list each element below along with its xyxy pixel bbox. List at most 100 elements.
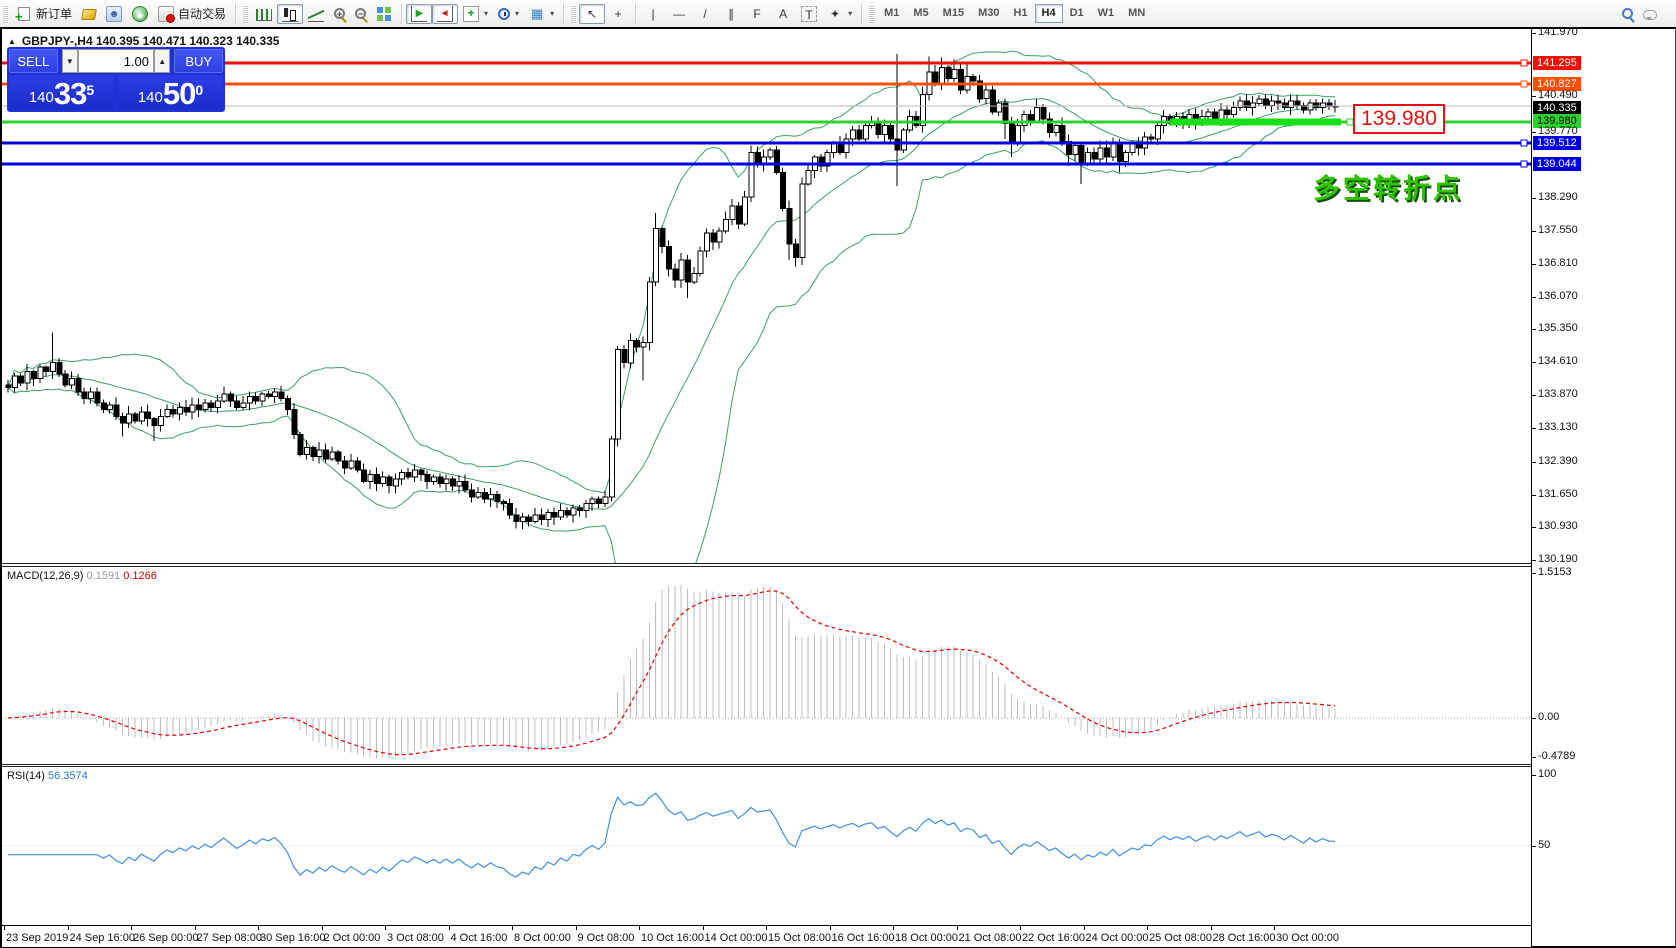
candlestick-chart-button[interactable] bbox=[277, 3, 304, 24]
timeframe-m15[interactable]: M15 bbox=[942, 7, 965, 19]
axis-tick-mark bbox=[1532, 297, 1536, 298]
vertical-line-icon: | bbox=[651, 6, 655, 21]
volume-decrease-button[interactable]: ▼ bbox=[61, 49, 78, 73]
channel-tool-button[interactable]: ∥ bbox=[718, 4, 744, 24]
tile-windows-button[interactable] bbox=[371, 4, 397, 24]
axis-price-badge: 140.335 bbox=[1533, 101, 1581, 115]
axis-price-tick: 130.930 bbox=[1538, 520, 1578, 532]
volume-increase-button[interactable]: ▲ bbox=[154, 49, 171, 73]
time-tick-mark bbox=[702, 926, 704, 930]
tile-windows-icon bbox=[376, 6, 392, 22]
macd-signal-line bbox=[7, 590, 1336, 756]
timeframe-m5[interactable]: M5 bbox=[913, 7, 929, 19]
chat-button[interactable] bbox=[1638, 4, 1662, 24]
axis-tick-mark bbox=[1532, 462, 1536, 463]
text-tool-button[interactable]: A bbox=[770, 4, 796, 24]
cn-annotation-text[interactable]: 多空转折点 bbox=[1313, 174, 1463, 204]
time-axis-label: 23 Sep 2019 bbox=[6, 932, 69, 944]
sell-price-display[interactable]: 140 33 5 bbox=[9, 75, 114, 110]
macd-label: MACD(12,26,9) 0.1591 0.1266 bbox=[7, 570, 157, 582]
time-tick-mark bbox=[4, 926, 5, 930]
trendline-tool-button[interactable]: / bbox=[692, 4, 718, 24]
axis-price-badge: 139.980 bbox=[1533, 114, 1581, 128]
timeframe-w1[interactable]: W1 bbox=[1097, 7, 1115, 19]
axis-tick-mark bbox=[1532, 757, 1536, 758]
bar-chart-button[interactable] bbox=[251, 4, 277, 24]
timeframe-mn[interactable]: MN bbox=[1128, 7, 1146, 19]
zoom-out-button[interactable]: − bbox=[350, 4, 371, 24]
time-axis-label: 4 Oct 16:00 bbox=[450, 932, 508, 944]
time-axis-label: 8 Oct 00:00 bbox=[514, 932, 571, 944]
hline-handle-support-1[interactable] bbox=[1520, 139, 1528, 147]
time-axis[interactable]: 23 Sep 2019 24 Sep 16:00 26 Sep 00:00 27 Se… bbox=[2, 925, 1531, 947]
new-order-button[interactable]: 新订单 bbox=[11, 4, 77, 25]
collapse-panel-icon[interactable]: ▲ bbox=[8, 36, 16, 46]
chart-shift-button[interactable] bbox=[432, 3, 459, 24]
label-icon: T bbox=[801, 5, 818, 22]
price-chart[interactable] bbox=[2, 29, 1531, 563]
market-button[interactable] bbox=[77, 4, 101, 24]
hline-handle-resistance-2[interactable] bbox=[1520, 80, 1528, 88]
rsi-pane[interactable] bbox=[2, 767, 1531, 925]
time-axis-label: 30 Oct 00:00 bbox=[1276, 932, 1339, 944]
time-tick-mark bbox=[385, 926, 386, 930]
line-chart-button[interactable] bbox=[303, 4, 329, 24]
label-tool-button[interactable]: T bbox=[796, 4, 822, 24]
timeframe-h4[interactable]: H4 bbox=[1034, 4, 1063, 23]
chart-shift-icon bbox=[437, 5, 454, 22]
horizontal-line-tool-button[interactable]: — bbox=[666, 4, 692, 24]
sell-price-big: 33 bbox=[53, 76, 87, 111]
timeframe-m30[interactable]: M30 bbox=[978, 7, 1000, 19]
time-axis-label: 16 Oct 16:00 bbox=[831, 932, 895, 944]
time-tick-mark bbox=[321, 926, 323, 930]
indicators-button[interactable]: ▾ bbox=[458, 4, 493, 24]
volume-input[interactable] bbox=[78, 49, 154, 73]
axis-price-badge: 139.512 bbox=[1533, 136, 1581, 150]
axis-price-badge: 140.827 bbox=[1533, 77, 1581, 91]
toolbar-grip[interactable] bbox=[571, 4, 577, 23]
cursor-tool-button[interactable]: ↖ bbox=[579, 3, 606, 24]
hline-handle-support-2[interactable] bbox=[1520, 160, 1528, 168]
crosshair-tool-button[interactable]: + bbox=[605, 4, 631, 24]
timeframe-m1[interactable]: M1 bbox=[884, 7, 900, 19]
buy-button[interactable]: BUY bbox=[174, 49, 223, 73]
green-highlight-segment[interactable] bbox=[1170, 118, 1341, 126]
toolbar-separator bbox=[401, 3, 403, 24]
autotrading-button[interactable]: 自动交易 bbox=[153, 4, 231, 24]
toolbar-grip[interactable] bbox=[3, 4, 8, 23]
sell-button[interactable]: SELL bbox=[9, 49, 58, 73]
search-button[interactable] bbox=[1617, 4, 1638, 24]
vertical-line-tool-button[interactable]: | bbox=[640, 4, 666, 24]
axis-tick-mark bbox=[1532, 96, 1536, 97]
time-tick-mark bbox=[956, 926, 958, 930]
autotrading-label: 自动交易 bbox=[178, 7, 227, 21]
zoom-in-button[interactable]: + bbox=[329, 4, 350, 24]
toolbar-grip[interactable] bbox=[243, 4, 249, 23]
community-button[interactable] bbox=[101, 4, 127, 24]
macd-pane[interactable] bbox=[2, 567, 1531, 764]
pane-splitter[interactable] bbox=[2, 563, 1531, 567]
time-tick-mark bbox=[512, 926, 513, 930]
timeframe-d1[interactable]: D1 bbox=[1069, 7, 1084, 19]
price-annotation-box[interactable]: 139.980 bbox=[1353, 104, 1445, 134]
time-axis-label: 14 Oct 00:00 bbox=[704, 932, 768, 944]
auto-scroll-button[interactable] bbox=[406, 3, 433, 24]
timeframe-h1[interactable]: H1 bbox=[1013, 7, 1028, 19]
signals-button[interactable] bbox=[127, 4, 153, 24]
hline-handle-resistance-1[interactable] bbox=[1520, 59, 1528, 67]
periods-button[interactable]: ▾ bbox=[493, 4, 524, 24]
toolbar-grip[interactable] bbox=[869, 4, 875, 23]
templates-button[interactable]: ▾ bbox=[524, 4, 559, 24]
fibonacci-tool-button[interactable]: F bbox=[744, 4, 770, 24]
cursor-icon: ↖ bbox=[587, 6, 598, 21]
bar-chart-icon bbox=[256, 8, 273, 21]
buy-price-display[interactable]: 140 50 0 bbox=[118, 75, 223, 110]
price-axis[interactable]: 141.970 141.295 140.827 140.490 140.335 139.9… bbox=[1531, 26, 1673, 946]
new-order-label: 新订单 bbox=[36, 7, 73, 21]
axis-price-tick: 133.870 bbox=[1538, 388, 1578, 400]
axis-tick-mark bbox=[1532, 846, 1536, 847]
axis-price-tick: 135.350 bbox=[1538, 322, 1578, 334]
arrows-tool-button[interactable]: ✦ ▾ bbox=[822, 4, 857, 24]
pane-splitter[interactable] bbox=[2, 764, 1531, 767]
